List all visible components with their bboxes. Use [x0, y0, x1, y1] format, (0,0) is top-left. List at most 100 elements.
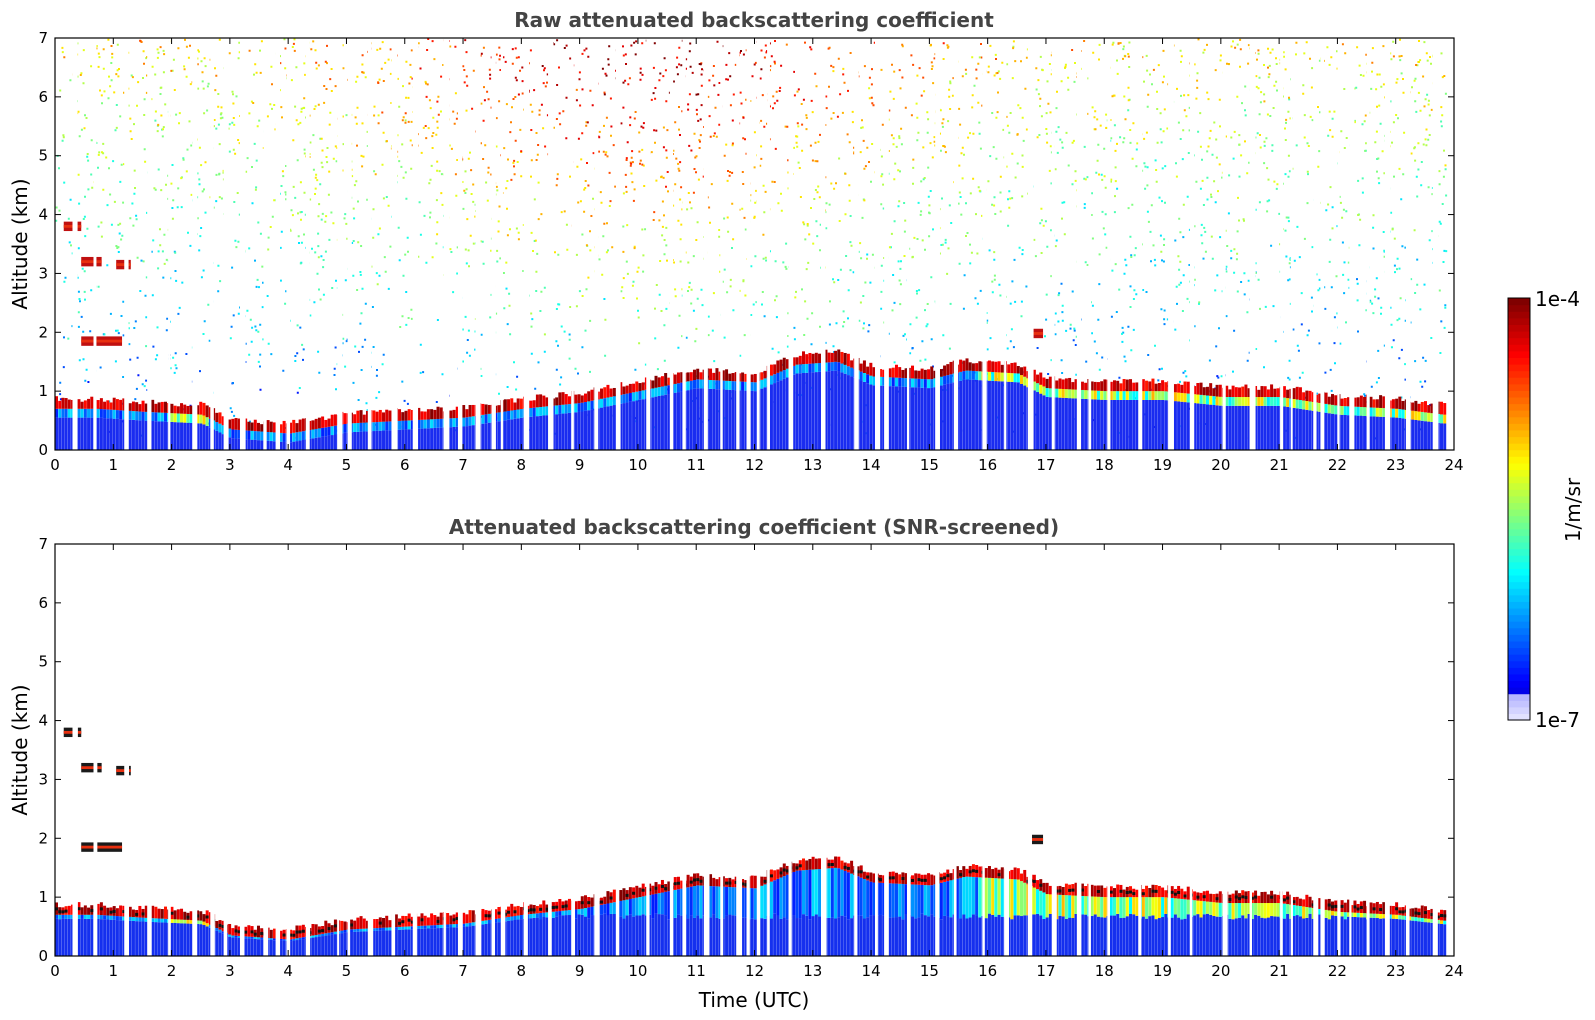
saturated-layer-mark: [282, 933, 286, 937]
mixing-layer-column: [314, 934, 318, 938]
mixing-layer-column: [446, 924, 450, 928]
mixing-layer-column: [641, 896, 645, 915]
aerosol-layer-top: [535, 394, 539, 408]
mixing-layer-column: [1055, 388, 1059, 398]
mixing-layer-column: [199, 920, 203, 925]
boundary-layer-column: [997, 914, 1001, 956]
boundary-layer-column: [1238, 405, 1242, 450]
aerosol-layer-top: [138, 404, 142, 412]
boundary-layer-column: [1061, 916, 1065, 956]
boundary-layer-column: [1199, 917, 1203, 956]
aerosol-layer-top: [994, 867, 998, 879]
aerosol-layer-top: [1164, 382, 1168, 392]
mixing-layer-column: [580, 402, 584, 412]
boundary-layer-column: [279, 441, 283, 450]
boundary-layer-column: [1116, 913, 1120, 956]
y-tick-label: 4: [38, 206, 48, 224]
mixing-layer-column: [965, 370, 969, 380]
mixing-layer-column: [866, 880, 870, 918]
x-tick-label: 5: [342, 456, 352, 474]
mixing-layer-column: [744, 887, 748, 918]
aerosol-layer-top: [606, 891, 610, 904]
saturated-layer-mark: [1055, 889, 1059, 893]
boundary-layer-column: [516, 418, 520, 450]
boundary-layer-column: [798, 918, 802, 956]
aerosol-layer-top: [1048, 376, 1052, 389]
aerosol-layer-top: [388, 920, 392, 928]
aerosol-layer-top: [317, 417, 321, 429]
aerosol-layer-top: [709, 368, 713, 381]
mixing-layer-column: [1398, 915, 1402, 920]
boundary-layer-column: [625, 402, 629, 450]
mixing-layer-column: [244, 430, 248, 440]
y-tick-label: 2: [38, 829, 48, 847]
data-gap: [1027, 38, 1034, 450]
boundary-layer-column: [1273, 916, 1277, 956]
aerosol-layer-top: [818, 353, 822, 364]
boundary-layer-column: [164, 922, 168, 956]
mixing-layer-column: [583, 402, 587, 411]
mixing-layer-column: [651, 388, 655, 398]
boundary-layer-column: [1401, 418, 1405, 450]
boundary-layer-column: [978, 380, 982, 450]
boundary-layer-column: [750, 390, 754, 450]
boundary-layer-column: [173, 922, 177, 956]
mixing-layer-column: [693, 380, 697, 389]
aerosol-layer-top: [651, 380, 655, 389]
aerosol-layer-top: [567, 898, 571, 911]
x-tick-label: 24: [1444, 962, 1463, 980]
mixing-layer-column: [619, 900, 623, 917]
data-gap: [367, 544, 374, 956]
boundary-layer-column: [1013, 915, 1017, 956]
aerosol-layer-top: [1273, 388, 1277, 398]
panel-screened-plot: [55, 544, 1454, 956]
aerosol-layer-top: [260, 424, 264, 432]
aerosol-layer-top: [61, 397, 65, 409]
aerosol-layer-top: [1093, 885, 1097, 897]
boundary-layer-column: [359, 931, 363, 956]
data-gap: [1349, 544, 1352, 956]
mixing-layer-column: [699, 379, 703, 389]
aerosol-layer-top: [1209, 383, 1213, 396]
boundary-layer-column: [590, 409, 594, 450]
aerosol-layer-top: [1430, 403, 1434, 414]
mixing-layer-column: [914, 884, 918, 919]
colorbar-min-label: 1e-7: [1535, 708, 1580, 732]
mixing-layer-column: [1177, 392, 1181, 402]
aerosol-layer-top: [273, 422, 277, 433]
boundary-layer-column: [603, 913, 607, 956]
aerosol-layer-top: [564, 394, 568, 405]
x-tick-label: 3: [225, 962, 235, 980]
data-gap: [1337, 544, 1341, 956]
boundary-layer-column: [699, 388, 703, 450]
mixing-layer-column: [834, 867, 838, 919]
boundary-layer-column: [164, 421, 168, 450]
mixing-layer-column: [1199, 394, 1203, 404]
boundary-layer-column: [353, 432, 357, 450]
boundary-layer-column: [314, 437, 318, 450]
boundary-layer-column: [718, 918, 722, 956]
boundary-layer-column: [991, 914, 995, 956]
boundary-layer-column: [725, 915, 729, 956]
data-gap: [72, 544, 78, 956]
saturated-layer-mark: [866, 875, 870, 879]
elevated-layer-core: [81, 845, 123, 849]
mixing-layer-column: [385, 421, 389, 431]
saturated-layer-mark: [1170, 890, 1174, 894]
mixing-layer-column: [1372, 407, 1376, 417]
aerosol-layer-top: [1363, 900, 1367, 914]
mixing-layer-column: [1084, 896, 1088, 915]
aerosol-layer-top: [131, 909, 135, 918]
aerosol-layer-top: [619, 382, 623, 395]
boundary-layer-column: [378, 430, 382, 450]
elevated-layer-core: [116, 769, 131, 773]
boundary-layer-column: [237, 937, 241, 956]
saturated-layer-mark: [600, 900, 604, 904]
mixing-layer-column: [660, 386, 664, 396]
boundary-layer-column: [202, 925, 206, 956]
saturated-layer-mark: [901, 877, 905, 881]
boundary-layer-column: [1356, 917, 1360, 956]
colorbar-band: [1508, 350, 1530, 358]
mixing-layer-column: [330, 932, 334, 935]
data-gap: [594, 38, 599, 450]
